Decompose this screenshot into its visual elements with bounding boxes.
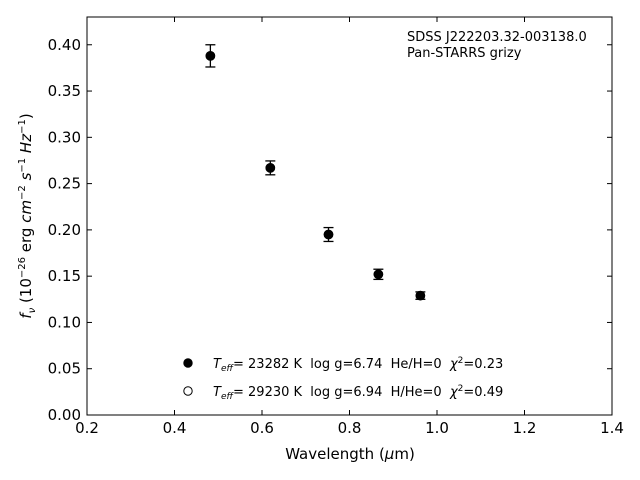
- y-tick-label: 0.35: [48, 82, 81, 100]
- axis-ticks: 0.2 0.4 0.6 0.8 1.0 1.2 1.4 0.00 0.05 0.10 0.15 0.2…: [48, 17, 624, 437]
- x-tick-label: 0.2: [75, 419, 99, 437]
- x-tick-label: 1.0: [425, 419, 449, 437]
- x-tick-label: 0.4: [163, 419, 187, 437]
- y-tick-label: 0.00: [48, 406, 81, 424]
- model-point-open: [205, 51, 216, 61]
- data-marks: [205, 44, 426, 301]
- legend-marker-filled: [183, 358, 193, 368]
- y-tick-label: 0.25: [48, 175, 81, 193]
- x-tick-label: 0.8: [338, 419, 362, 437]
- legend-marker-open: [183, 386, 193, 396]
- plot-frame: [86, 16, 613, 416]
- x-tick-label: 1.4: [600, 419, 624, 437]
- chart-annotation-line-1: SDSS J222203.32-003138.0: [407, 30, 587, 45]
- model-point-open: [373, 269, 384, 280]
- y-tick-label: 0.15: [48, 267, 81, 285]
- y-tick-label: 0.30: [48, 128, 81, 146]
- y-tick-label: 0.05: [48, 360, 81, 378]
- y-tick-label: 0.40: [48, 36, 81, 54]
- x-tick-label: 0.6: [250, 419, 274, 437]
- model-point-open: [323, 229, 334, 240]
- legend-entry-2: Teff= 29230 K log g=6.94 H/He=0 χ2=0.49: [213, 384, 503, 402]
- chart-annotation-line-2: Pan-STARRS grizy: [407, 46, 522, 61]
- y-tick-label: 0.10: [48, 313, 81, 331]
- x-tick-label: 1.2: [513, 419, 537, 437]
- y-axis-title: fν (10−26 erg cm−2 s−1 Hz−1): [17, 113, 38, 318]
- legend: Teff= 23282 K log g=6.74 He/H=0 χ2=0.23 …: [183, 356, 503, 402]
- model-point-open: [415, 290, 426, 301]
- legend-entry-1: Teff= 23282 K log g=6.74 He/H=0 χ2=0.23: [213, 356, 503, 374]
- x-axis-title: Wavelength (μm): [285, 445, 415, 463]
- y-tick-label: 0.20: [48, 221, 81, 239]
- model-point-open: [265, 163, 276, 173]
